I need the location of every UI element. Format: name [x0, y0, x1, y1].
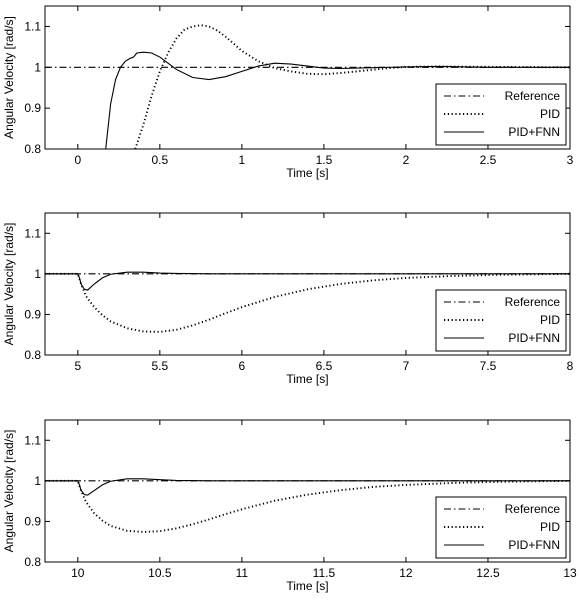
y-axis-label: Angular Velocity [rad/s]	[2, 430, 16, 553]
legend: Reference PID PID+FNN	[435, 289, 567, 352]
plot-frame	[44, 419, 571, 563]
y-tick-label: 0.8	[24, 555, 41, 569]
x-tick-label: 5.5	[152, 359, 169, 373]
x-tick-label: 3	[567, 153, 574, 167]
y-tick-label: 1	[34, 267, 41, 281]
y-axis-label: Angular Velocity [rad/s]	[2, 223, 16, 346]
panel-3: 10 10.5 11 11.5 12 12.5 13 0.8 0.9 1 1.1 Time [s] An…	[2, 419, 577, 593]
panel-1: 0 0.5 1 1.5 2 2.5 3 0.8 0.9 1 1.1 Time [s] Angular V…	[2, 5, 574, 180]
x-tick-label: 2	[403, 153, 410, 167]
x-tick-label: 10	[71, 566, 85, 580]
y-tick-label: 0.8	[24, 142, 41, 156]
legend-entry: PID+FNN	[508, 331, 560, 345]
x-tick-label: 13	[563, 566, 577, 580]
series-line-pid	[45, 479, 570, 533]
series-line-pid-fnn	[105, 51, 570, 149]
y-tick-label: 1.1	[24, 433, 41, 447]
legend: Reference PID PID+FNN	[435, 83, 567, 146]
legend-box	[435, 83, 567, 146]
y-tick-label: 0.8	[24, 348, 41, 362]
plot-frame	[44, 5, 571, 150]
x-tick-label: 12.5	[476, 566, 500, 580]
x-tick-label: 0	[74, 153, 81, 167]
y-tick-label: 1	[34, 60, 41, 74]
x-tick-label: 1.5	[316, 153, 333, 167]
x-tick-label: 2.5	[480, 153, 497, 167]
x-tick-label: 11	[236, 566, 249, 580]
x-tick-label: 10.5	[148, 566, 172, 580]
series-line-pid-fnn	[45, 478, 570, 496]
y-tick-label: 0.9	[24, 514, 41, 528]
y-tick-label: 1.1	[24, 19, 41, 33]
legend-entry: Reference	[505, 89, 561, 103]
x-axis-label: Time [s]	[286, 372, 328, 386]
x-axis-label: Time [s]	[286, 166, 328, 180]
legend-box	[435, 496, 567, 559]
legend-entry: Reference	[505, 502, 561, 516]
y-tick-label: 1	[34, 474, 41, 488]
legend-entry: PID+FNN	[508, 538, 560, 552]
legend-entry: PID	[540, 107, 560, 121]
y-tick-label: 0.9	[24, 101, 41, 115]
x-tick-label: 7	[403, 359, 410, 373]
plot-frame	[44, 212, 571, 356]
y-axis-label: Angular Velocity [rad/s]	[2, 16, 16, 139]
legend-entry: PID	[540, 520, 560, 534]
legend-entry: Reference	[505, 295, 561, 309]
y-tick-label: 1.1	[24, 226, 41, 240]
panel-2: 5 5.5 6 6.5 7 7.5 8 0.8 0.9 1 1.1 Time [s] Angular V…	[2, 212, 574, 386]
x-axis-label: Time [s]	[286, 579, 328, 593]
x-tick-label: 12	[399, 566, 413, 580]
x-tick-label: 1	[239, 153, 246, 167]
x-tick-label: 6	[239, 359, 246, 373]
legend-entry: PID+FNN	[508, 125, 560, 139]
series-line-pid-fnn	[45, 271, 570, 291]
legend-entry: PID	[540, 313, 560, 327]
x-tick-label: 6.5	[316, 359, 333, 373]
series-line-pid	[45, 272, 570, 333]
series-line-pid	[134, 24, 570, 149]
x-tick-label: 5	[74, 359, 81, 373]
x-tick-label: 8	[567, 359, 574, 373]
y-tick-label: 0.9	[24, 307, 41, 321]
legend-box	[435, 289, 567, 352]
legend: Reference PID PID+FNN	[435, 496, 567, 559]
x-tick-label: 11.5	[313, 566, 336, 580]
x-tick-label: 7.5	[480, 359, 497, 373]
x-tick-label: 0.5	[152, 153, 169, 167]
